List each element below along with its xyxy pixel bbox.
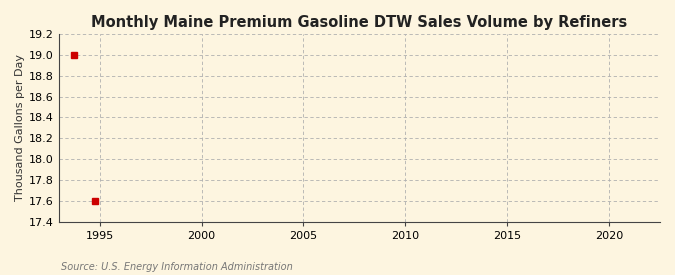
Title: Monthly Maine Premium Gasoline DTW Sales Volume by Refiners: Monthly Maine Premium Gasoline DTW Sales…	[91, 15, 628, 30]
Text: Source: U.S. Energy Information Administration: Source: U.S. Energy Information Administ…	[61, 262, 292, 272]
Y-axis label: Thousand Gallons per Day: Thousand Gallons per Day	[15, 54, 25, 201]
